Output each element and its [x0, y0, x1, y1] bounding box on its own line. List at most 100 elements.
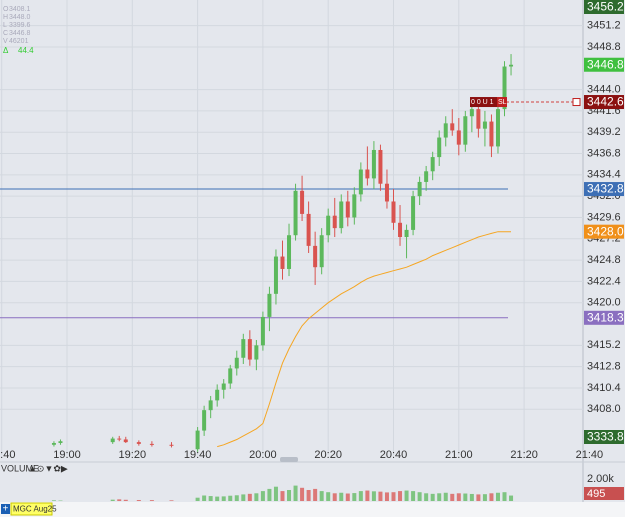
order-cancel[interactable]	[572, 98, 581, 107]
candle-body	[287, 235, 292, 269]
candle-body	[443, 123, 448, 138]
candle-body	[228, 368, 233, 384]
volume-bar	[195, 497, 200, 501]
volume-bar	[358, 491, 363, 501]
candle-body	[509, 64, 514, 67]
volume-bar	[482, 494, 487, 501]
volume-bar	[149, 500, 154, 501]
volume-bar	[280, 491, 285, 501]
order-quantity: 0 0 U 1	[471, 99, 494, 106]
volume-bar	[260, 491, 265, 501]
candle-body	[123, 439, 128, 443]
price-marker	[584, 430, 624, 444]
price-marker-label: 3442.6	[587, 95, 624, 109]
volume-bar	[371, 491, 376, 501]
volume-bar	[221, 496, 226, 501]
candle-body	[221, 383, 226, 390]
volume-bar	[110, 499, 115, 501]
y-tick-label: 3412.8	[587, 361, 621, 373]
volume-bar	[365, 490, 370, 501]
candle-body	[456, 130, 461, 145]
volume-bar	[306, 490, 311, 501]
candle-body	[254, 345, 259, 360]
pane-handle[interactable]	[280, 457, 298, 462]
volume-bar	[123, 499, 128, 501]
volume-bar	[247, 493, 252, 501]
candle-body	[110, 438, 115, 443]
volume-bar	[208, 496, 213, 501]
candle-body	[482, 121, 487, 129]
y-tick-label: 3422.4	[587, 275, 621, 287]
volume-bar	[169, 500, 174, 501]
volume-bar	[443, 492, 448, 501]
candle-body	[326, 215, 331, 236]
info-key: C	[3, 30, 8, 37]
volume-icons[interactable]: ▲⊙▼✿▶	[28, 463, 68, 473]
volume-title: VOLUME	[1, 463, 39, 473]
volume-bar	[509, 495, 514, 501]
volume-bar	[332, 493, 337, 501]
info-key: H	[3, 14, 8, 21]
info-value: 3408.1	[9, 6, 31, 13]
candle-body	[215, 389, 220, 401]
candle-body	[495, 109, 500, 147]
candle-body	[136, 442, 141, 444]
volume-bar	[495, 492, 500, 501]
volume-bar	[136, 500, 141, 501]
volume-bar	[234, 495, 239, 501]
volume-tick-label: 2.00k	[587, 473, 614, 485]
candle-body	[195, 430, 200, 450]
volume-bar	[352, 493, 357, 501]
add-icon: +	[3, 504, 9, 515]
candle-body	[234, 357, 239, 369]
instrument-tab[interactable]	[10, 502, 53, 516]
volume-bar	[228, 495, 233, 501]
candle-body	[371, 149, 376, 179]
volume-bar	[489, 493, 494, 501]
info-key: O	[3, 6, 9, 13]
candle-body	[293, 190, 298, 236]
y-tick-label: 3410.4	[587, 382, 621, 394]
x-tick-label: 20:40	[380, 449, 408, 461]
price-marker	[584, 224, 624, 239]
y-tick-label: 3408.0	[587, 403, 621, 415]
candle-body	[332, 215, 337, 229]
candle-body	[358, 169, 363, 195]
info-key: L	[3, 22, 7, 29]
volume-bar	[215, 496, 220, 501]
price-marker	[584, 0, 624, 14]
candle-body	[430, 157, 435, 172]
volume-bar	[424, 493, 429, 501]
volume-bar	[391, 492, 396, 501]
price-marker	[584, 310, 624, 325]
candle-body	[502, 66, 507, 110]
price-marker-label: 3446.8	[587, 57, 624, 71]
volume-bar	[287, 490, 292, 501]
candle-body	[267, 293, 272, 317]
y-tick-label: 3439.2	[587, 126, 621, 138]
candle-body	[208, 400, 213, 411]
y-tick-label: 3424.8	[587, 254, 621, 266]
volume-bar	[313, 488, 318, 501]
volume-bar	[254, 493, 259, 501]
candle-body	[404, 229, 409, 238]
candle-body	[149, 443, 154, 445]
info-value: 44.4	[18, 46, 34, 55]
y-tick-label: 3420.0	[587, 297, 621, 309]
volume-bar	[417, 492, 422, 501]
volume-bar	[450, 493, 455, 501]
candle-body	[300, 190, 305, 214]
y-tick-label: 3415.2	[587, 339, 621, 351]
info-value: 3446.8	[9, 30, 31, 37]
price-marker-label: 3456.2	[587, 0, 624, 14]
y-tick-label: 3448.8	[587, 41, 621, 53]
volume-bar	[339, 492, 344, 501]
price-marker	[584, 57, 624, 72]
volume-bar	[411, 491, 416, 501]
candle-body	[352, 194, 357, 218]
add-tab[interactable]	[1, 504, 10, 514]
candle-body	[313, 245, 318, 268]
candle-body	[306, 213, 311, 246]
candle-body	[260, 316, 265, 346]
